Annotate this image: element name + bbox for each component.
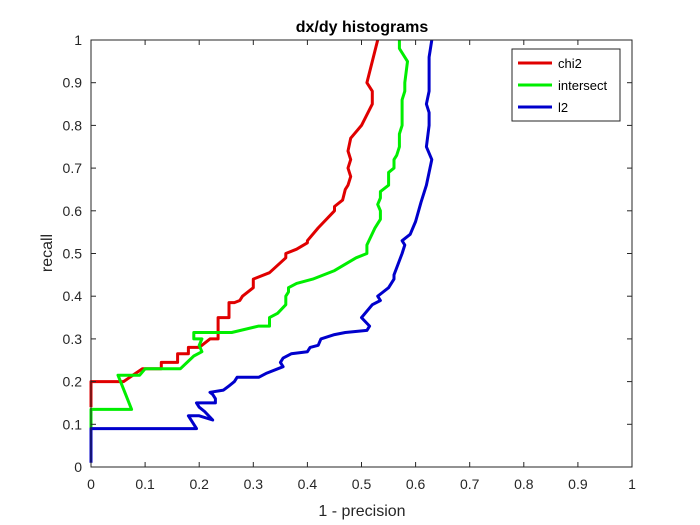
x-tick-label: 0.3 [244, 476, 264, 492]
x-tick-label: 0.9 [568, 476, 588, 492]
y-tick-label: 0.3 [63, 331, 83, 347]
y-tick-label: 0.2 [63, 374, 83, 390]
y-tick-label: 0.7 [63, 160, 83, 176]
series-line-chi2 [89, 39, 380, 408]
chart-title: dx/dy histograms [296, 19, 429, 36]
y-tick-label: 1 [74, 32, 82, 48]
x-tick-label: 0.7 [460, 476, 480, 492]
y-tick-label: 0.1 [63, 416, 83, 432]
legend-label-l2: l2 [558, 100, 568, 115]
x-tick-label: 0.4 [298, 476, 318, 492]
y-tick-label: 0.4 [63, 288, 83, 304]
x-tick-label: 0.2 [189, 476, 209, 492]
series-line-intersect [89, 40, 409, 429]
legend: chi2 intersect l2 [511, 48, 621, 122]
legend-label-intersect: intersect [558, 78, 608, 93]
x-tick-label: 0.5 [352, 476, 372, 492]
y-axis-label: recall [39, 234, 56, 272]
x-axis-label: 1 - precision [318, 503, 405, 520]
y-tick-label: 0.6 [63, 203, 83, 219]
y-tick-label: 0.5 [63, 246, 83, 262]
y-tick-label: 0.9 [63, 75, 83, 91]
x-tick-label: 1 [628, 476, 636, 492]
legend-label-chi2: chi2 [558, 56, 582, 71]
y-tick-label: 0 [74, 459, 82, 475]
y-tick-label: 0.8 [63, 117, 83, 133]
x-tick-label: 0.6 [406, 476, 426, 492]
x-tick-label: 0.8 [514, 476, 534, 492]
x-tick-label: 0 [87, 476, 95, 492]
x-tick-label: 0.1 [135, 476, 155, 492]
series-line-l2 [89, 39, 434, 463]
